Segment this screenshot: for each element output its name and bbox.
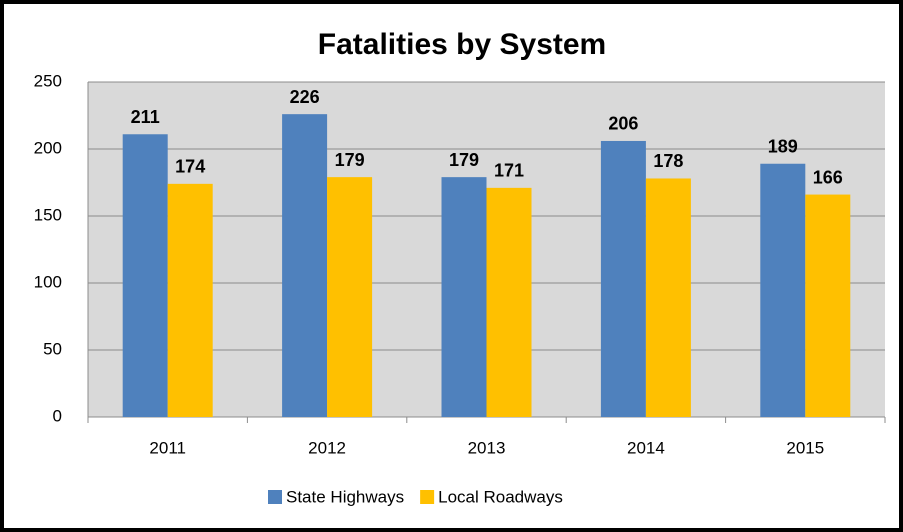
x-tick-label: 2015 (786, 438, 824, 457)
y-tick-label: 200 (34, 138, 62, 157)
bar (486, 187, 532, 417)
value-label: 206 (608, 114, 638, 134)
bar (122, 134, 168, 417)
y-tick-label: 50 (43, 339, 62, 358)
bar (645, 178, 691, 417)
value-label: 179 (335, 150, 365, 170)
x-tick-label: 2013 (468, 438, 506, 457)
value-label: 226 (290, 87, 320, 107)
value-label: 178 (653, 151, 683, 171)
x-tick-label: 2012 (308, 438, 346, 457)
legend-swatch (420, 490, 435, 504)
y-tick-label: 250 (34, 71, 62, 90)
x-tick-label: 2011 (149, 438, 186, 457)
bar (805, 194, 851, 417)
bar (760, 163, 806, 417)
chart-title: Fatalities by System (318, 28, 606, 61)
x-tick-label: 2014 (627, 438, 665, 457)
bar (327, 177, 373, 417)
legend-label: Local Roadways (438, 487, 563, 506)
value-label: 171 (494, 161, 524, 181)
y-tick-label: 100 (34, 272, 62, 291)
legend-swatch (268, 490, 282, 504)
bar (282, 114, 328, 417)
bar (600, 140, 646, 417)
bar (441, 177, 487, 417)
value-label: 211 (131, 107, 160, 127)
value-label: 189 (768, 136, 798, 156)
y-tick-label: 150 (34, 205, 62, 224)
bar (167, 183, 213, 417)
legend-label: State Highways (286, 487, 404, 506)
value-label: 179 (449, 150, 479, 170)
value-label: 174 (175, 157, 205, 177)
value-label: 166 (813, 167, 843, 187)
y-tick-label: 0 (53, 406, 62, 425)
